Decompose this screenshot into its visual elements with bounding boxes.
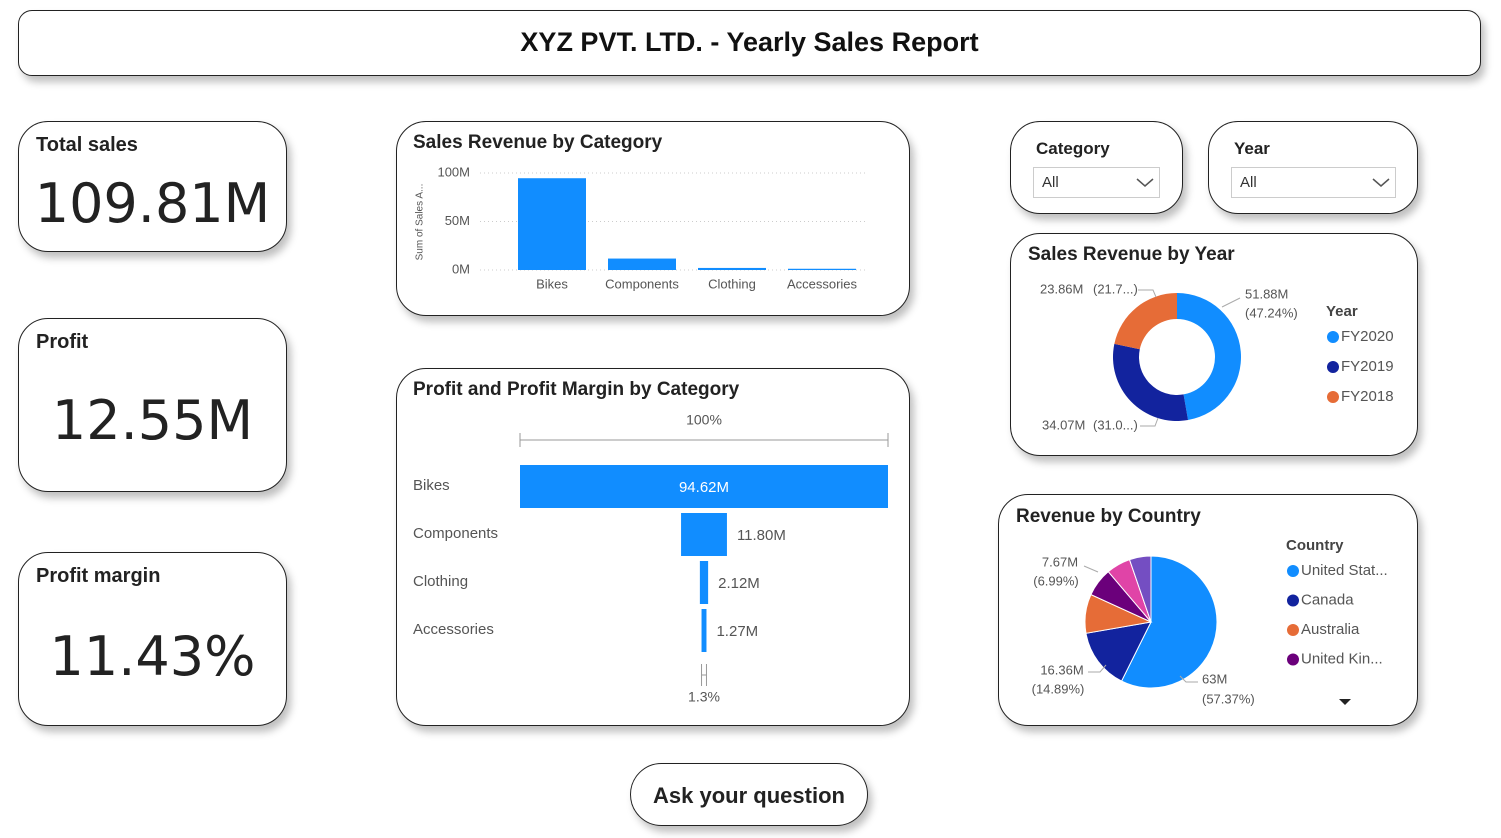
kpi-title: Profit margin: [36, 565, 161, 587]
kpi-title: Profit: [36, 331, 89, 353]
kpi-title: Total sales: [36, 134, 138, 156]
dropdown-value: All: [1240, 174, 1257, 191]
qna-button[interactable]: Ask your question: [630, 763, 868, 826]
kpi-card: Total sales 109.81M: [18, 121, 287, 252]
chart-card: [396, 368, 910, 726]
slicer: Category All: [1010, 121, 1183, 214]
kpi-value: 12.55M: [51, 389, 254, 452]
kpi-value: 109.81M: [34, 172, 271, 235]
header: XYZ PVT. LTD. - Yearly Sales Report: [18, 10, 1481, 76]
page-title: XYZ PVT. LTD. - Yearly Sales Report: [520, 27, 979, 57]
chart-card: [998, 494, 1418, 726]
dropdown[interactable]: All: [1231, 167, 1396, 198]
dropdown-value: All: [1042, 174, 1059, 191]
chevron: [1136, 178, 1154, 187]
button-label: Ask your question: [653, 783, 845, 808]
kpi-card: Profit margin 11.43%: [18, 552, 287, 726]
chart-card: [396, 121, 910, 316]
kpi-value: 11.43%: [49, 625, 256, 688]
chevron: [1372, 178, 1390, 187]
kpi-card: Profit 12.55M: [18, 318, 287, 492]
dropdown[interactable]: All: [1033, 167, 1160, 198]
slicer-title: Year: [1234, 139, 1270, 158]
chart-card: [1010, 233, 1418, 456]
slicer-title: Category: [1036, 139, 1110, 158]
slicer: Year All: [1208, 121, 1418, 214]
